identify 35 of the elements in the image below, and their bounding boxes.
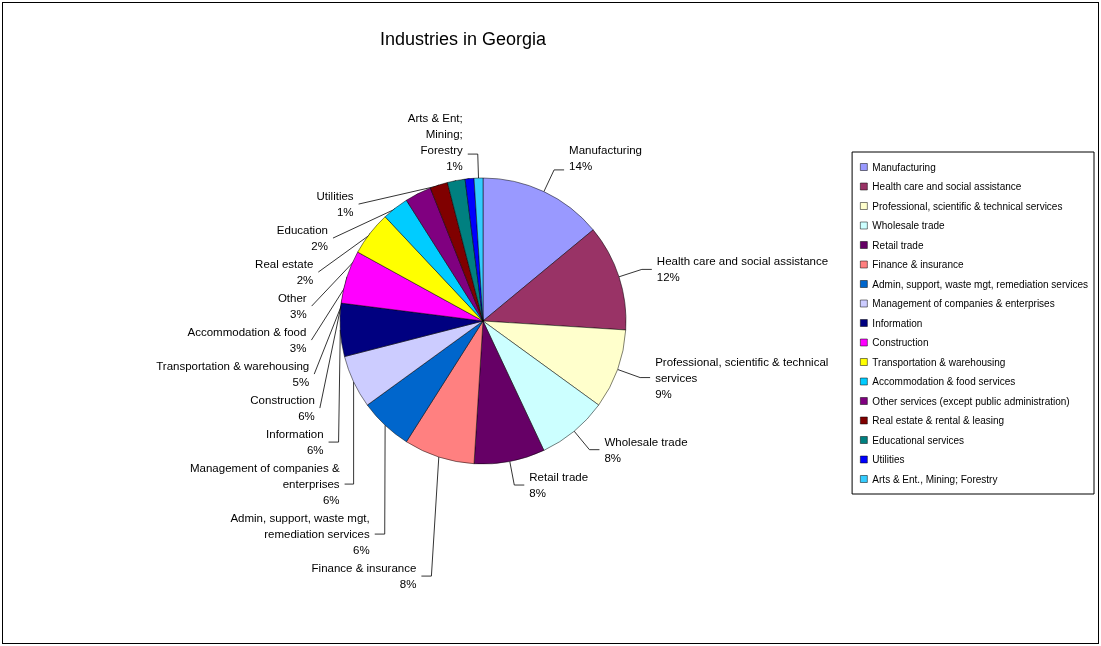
data-label: Finance & insurance 8% [311, 562, 417, 591]
data-label: Accommodation & food 3% [187, 326, 307, 355]
data-label: Wholesale trade 8% [604, 435, 688, 464]
legend-label: Management of companies & enterprises [872, 298, 1055, 309]
legend-label: Wholesale trade [872, 220, 946, 231]
data-label: Arts & Ent; Mining; Forestry 1% [407, 112, 463, 173]
data-label: Construction 6% [250, 394, 315, 423]
data-label: Manufacturing 14% [569, 143, 642, 172]
data-label: Transportation & warehousing 5% [156, 360, 310, 389]
legend-label: Accommodation & food services [872, 376, 1016, 387]
data-label: Professional, scientific & technical services 9% [655, 355, 829, 400]
chart-title: Industries in Georgia [379, 29, 548, 49]
data-label: Information 6% [266, 428, 324, 457]
data-label: Other 3% [277, 292, 307, 321]
legend-label: Transportation & warehousing [872, 356, 1006, 368]
legend-label: Other services (except public administration) [872, 395, 1070, 407]
data-label: Education 2% [276, 224, 328, 253]
legend-label: Admin, support, waste mgt, remediation services [872, 278, 1089, 290]
legend-label: Information [872, 317, 923, 329]
legend-label: Retail trade [872, 239, 924, 251]
legend-label: Finance & insurance [872, 259, 964, 270]
data-label: Retail trade 8% [529, 471, 589, 500]
legend-label: Health care and social assistance [872, 181, 1022, 192]
data-label: Utilities 1% [316, 190, 354, 219]
data-label: Admin, support, waste mgt, remediation services 6% [230, 512, 370, 557]
legend-label: Arts & Ent., Mining; Forestry [872, 473, 998, 485]
legend-label: Utilities [872, 454, 905, 465]
data-label: Real estate 2% [255, 258, 314, 287]
legend-label: Real estate & rental & leasing [872, 415, 1005, 426]
data-label: Management of companies & enterprises 6% [189, 462, 340, 507]
data-label: Health care and social assistance 12% [656, 255, 829, 284]
legend-label: Educational services [872, 434, 965, 446]
legend-label: Construction [872, 337, 929, 348]
legend-label: Professional, scientific & technical services [872, 200, 1063, 212]
legend-label: Manufacturing [872, 161, 936, 173]
